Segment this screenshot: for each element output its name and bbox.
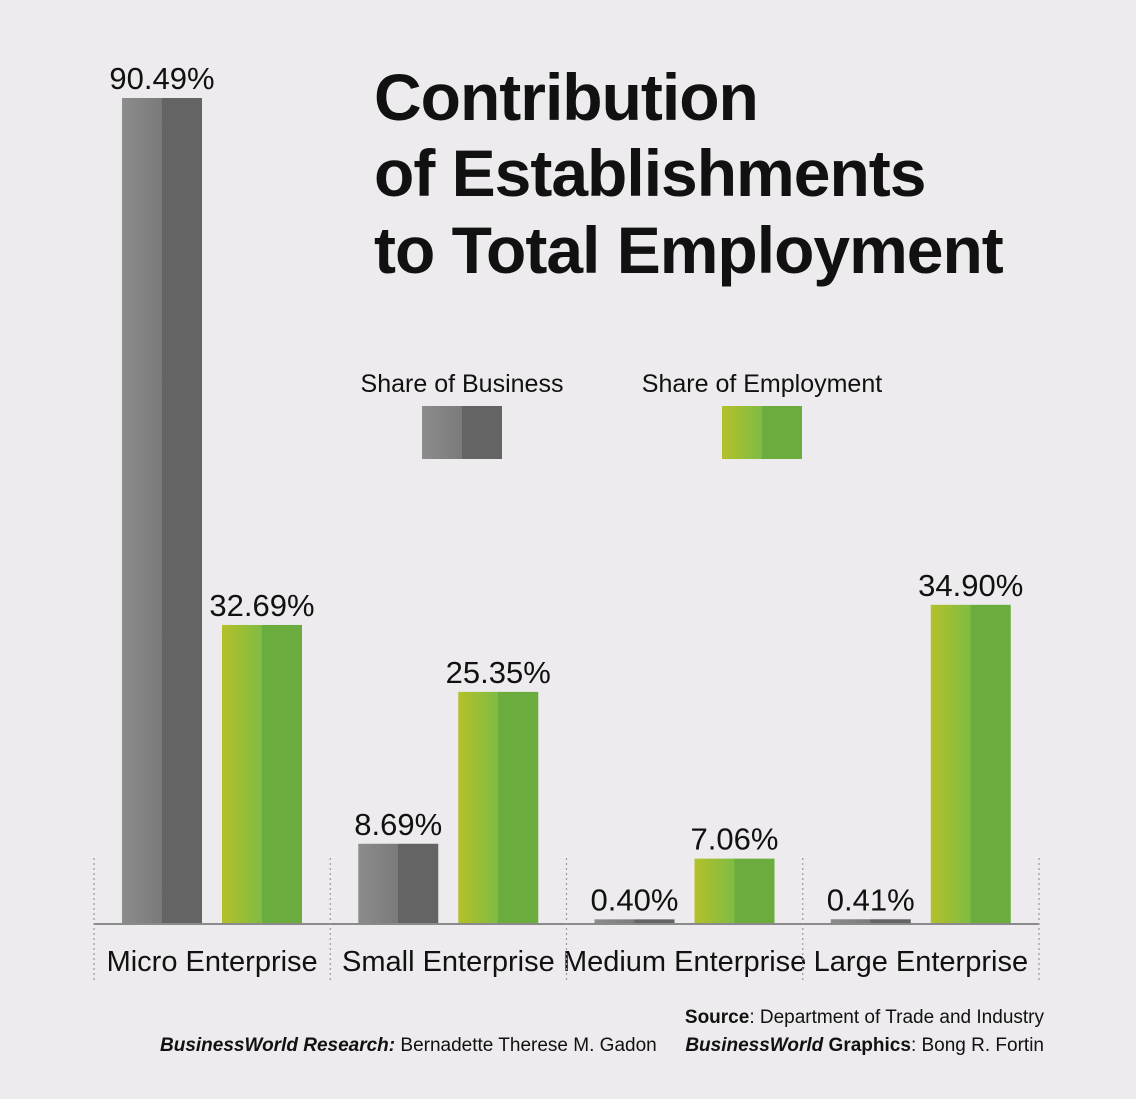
data-label-business-medium-enterprise: 0.40%: [591, 882, 679, 917]
data-label-business-micro-enterprise: 90.49%: [109, 61, 214, 96]
research-label: BusinessWorld Research:: [160, 1035, 395, 1056]
bar-employment-large-enterprise: [930, 604, 1011, 923]
data-label-business-small-enterprise: 8.69%: [354, 807, 442, 842]
research-credit: BusinessWorld Research: Bernadette There…: [160, 1035, 657, 1056]
bar-business-micro-enterprise: [122, 98, 202, 923]
legend-label-employment: Share of Employment: [642, 370, 882, 398]
bar-business-large-enterprise: [830, 919, 911, 923]
data-label-employment-micro-enterprise: 32.69%: [209, 588, 314, 623]
graphics-text: : Bong R. Fortin: [911, 1035, 1044, 1056]
source-text: : Department of Trade and Industry: [749, 1007, 1044, 1028]
bar-business-small-enterprise: [358, 843, 439, 923]
data-label-business-large-enterprise: 0.41%: [827, 882, 915, 917]
research-text: Bernadette Therese M. Gadon: [395, 1035, 657, 1056]
legend-swatch-business: [422, 406, 502, 459]
category-label-large-enterprise: Large Enterprise: [814, 946, 1028, 978]
category-label-small-enterprise: Small Enterprise: [342, 946, 555, 978]
legend: Share of Business Share of Employment: [361, 370, 882, 459]
source-credit: Source: Department of Trade and Industry: [685, 1007, 1045, 1028]
graphics-label-bold: Graphics: [823, 1035, 911, 1056]
chart-title-line-2: of Establishments: [374, 136, 925, 210]
data-label-employment-small-enterprise: 25.35%: [446, 655, 551, 690]
legend-label-business: Share of Business: [361, 370, 564, 398]
bar-employment-micro-enterprise: [222, 624, 302, 923]
bar-employment-small-enterprise: [458, 691, 539, 923]
chart-title-line-3: to Total Employment: [374, 213, 1004, 287]
bar-business-medium-enterprise: [594, 919, 675, 923]
bar-employment-medium-enterprise: [694, 858, 775, 923]
category-label-micro-enterprise: Micro Enterprise: [107, 946, 318, 978]
data-label-employment-medium-enterprise: 7.06%: [691, 822, 779, 857]
chart-title-line-1: Contribution: [374, 60, 758, 134]
x-axis: Micro Enterprise Small Enterprise Medium E…: [93, 858, 1040, 982]
legend-swatch-employment: [722, 406, 802, 459]
category-label-medium-enterprise: Medium Enterprise: [563, 946, 806, 978]
graphics-credit: BusinessWorld Graphics: Bong R. Fortin: [685, 1035, 1044, 1056]
data-label-employment-large-enterprise: 34.90%: [918, 568, 1023, 603]
graphics-label-italic: BusinessWorld: [685, 1035, 823, 1056]
bars-layer: 90.49% 32.69% 8.69% 25.35% 0.40% 7.06% 0.41% 34…: [109, 61, 1023, 923]
source-label: Source: [685, 1007, 749, 1028]
